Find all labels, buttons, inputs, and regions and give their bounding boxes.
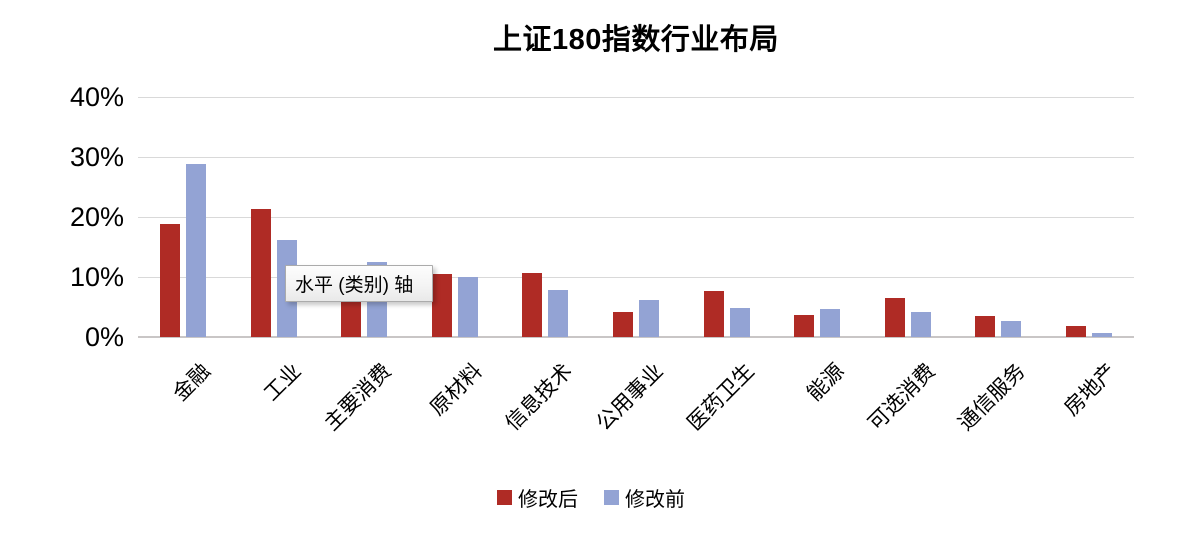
bar-修改前-金融[interactable]	[186, 164, 206, 337]
x-axis-line	[138, 336, 1134, 338]
x-axis-label-医药卫生[interactable]: 医药卫生	[682, 359, 759, 436]
x-axis-label-主要消费[interactable]: 主要消费	[320, 359, 397, 436]
x-axis-label-工业[interactable]: 工业	[259, 359, 306, 406]
bar-修改前-原材料[interactable]	[458, 277, 478, 337]
axis-tooltip: 水平 (类别) 轴	[285, 265, 433, 302]
x-axis-label-公用事业[interactable]: 公用事业	[592, 359, 668, 436]
bar-修改后-金融[interactable]	[160, 224, 180, 337]
gridline	[138, 97, 1134, 98]
legend-label-after: 修改后	[518, 489, 578, 511]
x-axis-label-原材料[interactable]: 原材料	[425, 359, 487, 421]
gridline	[138, 157, 1134, 158]
legend-swatch-before-icon	[604, 490, 619, 505]
y-axis-tick-label: 10%	[69, 262, 124, 292]
bar-修改前-信息技术[interactable]	[548, 290, 568, 337]
y-axis-tick-label: 20%	[69, 202, 124, 232]
bar-修改后-可选消费[interactable]	[885, 298, 905, 337]
bar-修改后-原材料[interactable]	[432, 274, 452, 337]
y-axis-tick-label: 40%	[69, 82, 124, 112]
bar-修改前-能源[interactable]	[820, 309, 840, 337]
x-axis-label-房地产[interactable]: 房地产	[1059, 359, 1121, 421]
bar-修改后-能源[interactable]	[794, 315, 814, 337]
y-axis-tick-label: 30%	[69, 142, 124, 172]
legend-item-after[interactable]: 修改后	[497, 483, 578, 512]
bar-修改后-公用事业[interactable]	[613, 312, 633, 337]
bar-修改前-通信服务[interactable]	[1001, 321, 1021, 337]
y-axis-tick-label: 0%	[84, 322, 124, 352]
x-axis-label-能源[interactable]: 能源	[802, 359, 849, 406]
x-axis-label-信息技术[interactable]: 信息技术	[501, 359, 578, 436]
bar-修改后-工业[interactable]	[251, 209, 271, 337]
legend-swatch-after-icon	[497, 490, 512, 505]
bar-修改后-房地产[interactable]	[1066, 326, 1086, 337]
bar-修改前-房地产[interactable]	[1092, 333, 1112, 337]
legend-label-before: 修改前	[625, 489, 685, 511]
bar-修改前-医药卫生[interactable]	[730, 308, 750, 337]
gridline	[138, 277, 1134, 278]
legend: 修改后 修改前	[497, 483, 685, 512]
chart-title[interactable]: 上证180指数行业布局	[493, 24, 779, 56]
x-axis-label-可选消费[interactable]: 可选消费	[863, 359, 940, 436]
legend-item-before[interactable]: 修改前	[604, 483, 685, 512]
axis-tooltip-text: 水平 (类别) 轴	[295, 275, 414, 296]
x-axis-label-通信服务[interactable]: 通信服务	[954, 359, 1030, 436]
bar-修改前-可选消费[interactable]	[911, 312, 931, 337]
bar-修改后-信息技术[interactable]	[522, 273, 542, 337]
bar-修改后-医药卫生[interactable]	[704, 291, 724, 337]
gridline	[138, 217, 1134, 218]
bar-修改前-公用事业[interactable]	[639, 300, 659, 337]
bar-修改后-通信服务[interactable]	[975, 316, 995, 337]
x-axis-label-金融[interactable]: 金融	[169, 359, 216, 406]
